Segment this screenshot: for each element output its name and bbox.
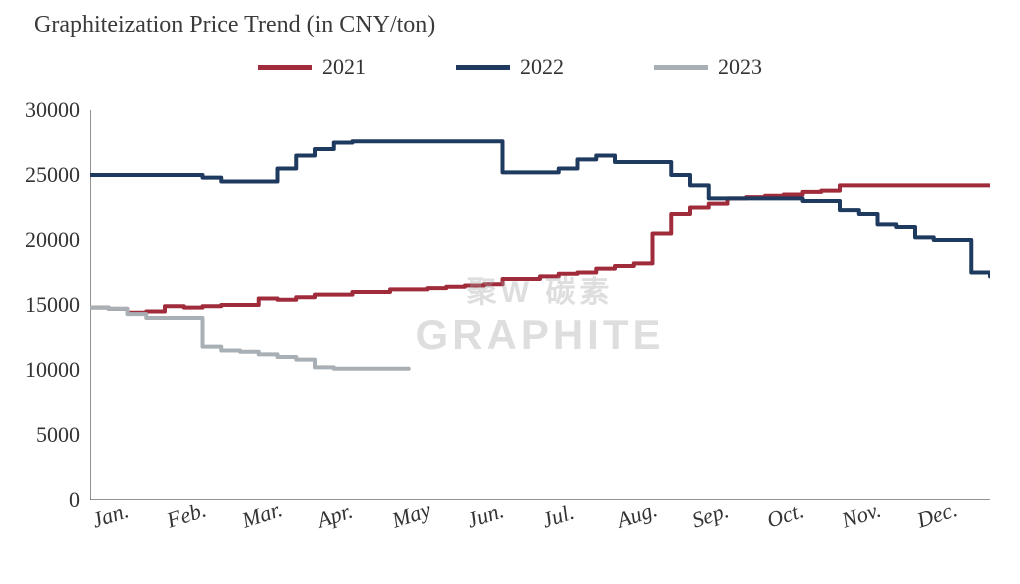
x-tick-label: Oct.: [764, 497, 807, 533]
y-tick-label: 10000: [25, 357, 90, 383]
y-tick-label: 5000: [36, 422, 90, 448]
plot-area: 聚W 碳素 GRAPHITE 0500010000150002000025000…: [90, 110, 990, 500]
chart-title: Graphiteization Price Trend (in CNY/ton): [34, 12, 435, 39]
x-tick-label: Jan.: [89, 497, 132, 533]
x-tick-label: Apr.: [314, 498, 356, 534]
legend-item-2023: 2023: [654, 54, 762, 80]
x-tick-label: May: [389, 497, 434, 534]
legend-item-2022: 2022: [456, 54, 564, 80]
x-tick-label: Jun.: [464, 497, 507, 533]
x-tick-label: Jul.: [539, 499, 578, 534]
y-tick-label: 20000: [25, 227, 90, 253]
legend-swatch-2022: [456, 65, 510, 70]
x-tick-label: Mar.: [239, 496, 286, 533]
legend-label: 2023: [718, 54, 762, 80]
x-tick-label: Aug.: [614, 496, 661, 533]
y-tick-label: 0: [69, 487, 90, 513]
legend: 2021 2022 2023: [0, 54, 1020, 80]
y-tick-label: 25000: [25, 162, 90, 188]
legend-swatch-2021: [258, 65, 312, 70]
legend-swatch-2023: [654, 65, 708, 70]
chart-container: Graphiteization Price Trend (in CNY/ton)…: [0, 0, 1020, 584]
legend-item-2021: 2021: [258, 54, 366, 80]
y-tick-label: 15000: [25, 292, 90, 318]
x-tick-label: Nov.: [839, 497, 884, 534]
legend-label: 2022: [520, 54, 564, 80]
x-tick-label: Dec.: [914, 496, 961, 533]
x-tick-label: Feb.: [164, 497, 210, 534]
y-tick-label: 30000: [25, 97, 90, 123]
legend-label: 2021: [322, 54, 366, 80]
x-tick-label: Sep.: [689, 497, 732, 533]
plot-svg: [90, 110, 990, 500]
